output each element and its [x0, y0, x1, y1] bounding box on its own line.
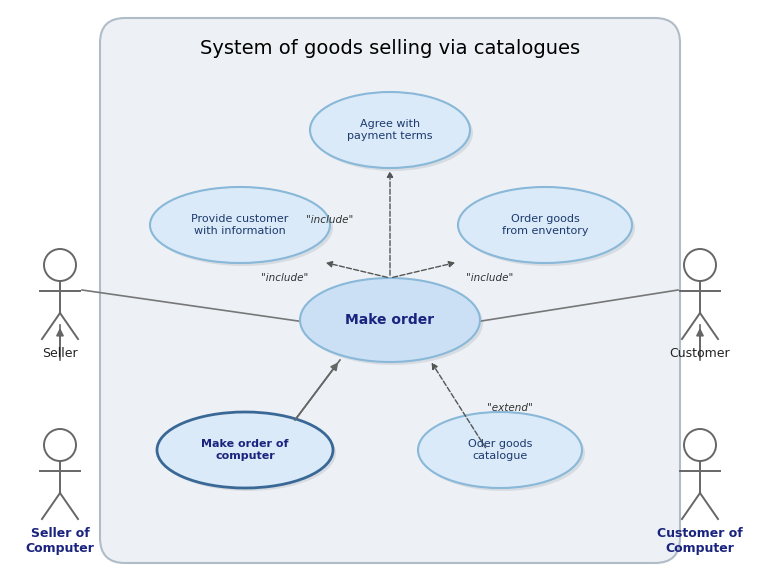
Circle shape [44, 429, 76, 461]
Text: Customer of
Computer: Customer of Computer [657, 527, 743, 555]
Circle shape [684, 429, 716, 461]
Text: Provide customer
with information: Provide customer with information [191, 214, 288, 236]
Text: Oder goods
catalogue: Oder goods catalogue [468, 439, 532, 461]
Circle shape [684, 249, 716, 281]
Text: Make order of
computer: Make order of computer [201, 439, 288, 461]
Ellipse shape [153, 190, 333, 266]
Ellipse shape [421, 415, 585, 491]
Text: Order goods
from enventory: Order goods from enventory [501, 214, 588, 236]
Text: Customer: Customer [670, 347, 731, 360]
Text: "include": "include" [306, 215, 354, 225]
Ellipse shape [303, 281, 483, 365]
Ellipse shape [160, 415, 336, 491]
Text: Agree with
payment terms: Agree with payment terms [348, 119, 433, 141]
Circle shape [44, 249, 76, 281]
Ellipse shape [313, 95, 473, 171]
Text: "extend": "extend" [487, 403, 533, 413]
Ellipse shape [458, 187, 632, 263]
Ellipse shape [150, 187, 330, 263]
Text: "include": "include" [466, 273, 514, 283]
Ellipse shape [461, 190, 635, 266]
Text: System of goods selling via catalogues: System of goods selling via catalogues [200, 38, 580, 58]
Text: "include": "include" [261, 273, 308, 283]
Ellipse shape [310, 92, 470, 168]
Ellipse shape [300, 278, 480, 362]
Ellipse shape [157, 412, 333, 488]
Text: Make order: Make order [345, 313, 434, 327]
Text: Seller of
Computer: Seller of Computer [25, 527, 95, 555]
Ellipse shape [418, 412, 582, 488]
Text: Seller: Seller [42, 347, 78, 360]
FancyBboxPatch shape [100, 18, 680, 563]
